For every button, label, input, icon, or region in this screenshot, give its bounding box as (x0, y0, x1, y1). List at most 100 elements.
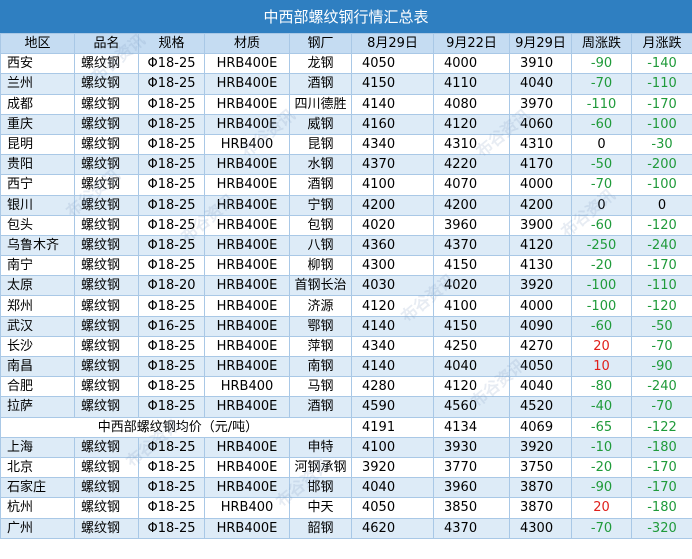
price-aug29-cell: 4040 (351, 477, 434, 499)
region-cell: 银川 (0, 194, 75, 216)
price-sep22-cell: 3770 (433, 456, 510, 479)
price-sep29-cell: 4000 (509, 295, 572, 317)
header-row: 地区 品名 规格 材质 钢厂 8月29日 9月22日 9月29日 周涨跌 月涨跌 (0, 32, 692, 55)
price-sep22-cell: 3930 (433, 436, 510, 458)
monthly-change-cell: -110 (631, 73, 692, 95)
region-cell: 西安 (0, 53, 75, 75)
price-sep29-cell: 3970 (509, 93, 572, 115)
product-cell: 螺纹钢 (74, 53, 139, 75)
price-sep22-cell: 4250 (433, 335, 510, 358)
region-cell: 昆明 (0, 133, 75, 156)
price-aug29-cell: 4280 (351, 376, 434, 398)
header-date-aug29: 8月29日 (351, 32, 434, 55)
table-title: 中西部螺纹钢行情汇总表 (0, 0, 692, 33)
price-sep29-cell: 4300 (509, 517, 572, 539)
material-cell: HRB400E (204, 517, 290, 539)
weekly-change-cell: 0 (571, 133, 632, 156)
region-cell: 西宁 (0, 174, 75, 196)
spec-cell: Φ18-25 (138, 355, 205, 378)
spec-cell: Φ18-25 (138, 93, 205, 115)
price-sep29-cell: 4060 (509, 113, 572, 135)
price-sep22-cell: 3960 (433, 477, 510, 499)
mill-cell: 申特 (289, 436, 352, 458)
mill-cell: 水钢 (289, 154, 352, 176)
material-cell: HRB400E (204, 295, 290, 317)
price-sep22-cell: 4120 (433, 113, 510, 135)
price-sep29-cell: 3870 (509, 497, 572, 519)
price-sep29-cell: 4090 (509, 315, 572, 337)
price-sep22-cell: 4310 (433, 133, 510, 156)
product-cell: 螺纹钢 (74, 295, 139, 317)
price-sep22-cell: 4100 (433, 295, 510, 317)
table-row: 广州 螺纹钢 Φ18-25 HRB400E 韶钢 4620 4370 4300 -70 -320 (0, 517, 692, 539)
price-sep29-cell: 4170 (509, 154, 572, 176)
product-cell: 螺纹钢 (74, 335, 139, 358)
price-sep29-cell: 4000 (509, 174, 572, 196)
material-cell: HRB400 (204, 497, 290, 519)
table-row: 石家庄 螺纹钢 Φ18-25 HRB400E 邯钢 4040 3960 3870 -90 -170 (0, 477, 692, 499)
monthly-change-cell: -100 (631, 174, 692, 196)
product-cell: 螺纹钢 (74, 315, 139, 337)
monthly-change-cell: -110 (631, 275, 692, 297)
monthly-change-cell: -200 (631, 154, 692, 176)
price-sep29-cell: 4310 (509, 133, 572, 156)
mill-cell: 酒钢 (289, 174, 352, 196)
weekly-change-cell: -20 (571, 456, 632, 479)
mill-cell: 包钢 (289, 214, 352, 236)
material-cell: HRB400E (204, 255, 290, 277)
price-sep29-cell: 3910 (509, 53, 572, 75)
price-sep29-cell: 4040 (509, 73, 572, 95)
monthly-change-cell: -170 (631, 93, 692, 115)
spec-cell: Φ18-25 (138, 335, 205, 358)
price-aug29-cell: 4050 (351, 53, 434, 75)
weekly-change-cell: -60 (571, 113, 632, 135)
weekly-change-cell: -250 (571, 234, 632, 257)
region-cell: 重庆 (0, 113, 75, 135)
spec-cell: Φ18-25 (138, 113, 205, 135)
product-cell: 螺纹钢 (74, 477, 139, 499)
price-sep29-cell: 3870 (509, 477, 572, 499)
product-cell: 螺纹钢 (74, 234, 139, 257)
header-monthly-change: 月涨跌 (631, 32, 692, 55)
price-aug29-cell: 4360 (351, 234, 434, 257)
mill-cell: 马钢 (289, 376, 352, 398)
weekly-change-cell: -80 (571, 376, 632, 398)
monthly-change-cell: -140 (631, 53, 692, 75)
product-cell: 螺纹钢 (74, 396, 139, 418)
price-sep29-cell: 4520 (509, 396, 572, 418)
material-cell: HRB400E (204, 477, 290, 499)
spec-cell: Φ18-25 (138, 477, 205, 499)
price-aug29-cell: 4140 (351, 355, 434, 378)
header-weekly-change: 周涨跌 (571, 32, 632, 55)
price-aug29-cell: 4100 (351, 436, 434, 458)
monthly-change-cell: -170 (631, 477, 692, 499)
table-row: 重庆 螺纹钢 Φ18-25 HRB400E 威钢 4160 4120 4060 -60 -100 (0, 113, 692, 135)
price-sep22-cell: 4040 (433, 355, 510, 378)
price-sep29-cell: 3750 (509, 456, 572, 479)
price-sep22-cell: 4560 (433, 396, 510, 418)
price-sep22-cell: 4000 (433, 53, 510, 75)
price-aug29-cell: 4030 (351, 275, 434, 297)
spec-cell: Φ18-25 (138, 376, 205, 398)
product-cell: 螺纹钢 (74, 497, 139, 519)
price-aug29-cell: 4120 (351, 295, 434, 317)
price-sep22-cell: 4070 (433, 174, 510, 196)
weekly-change-cell: -70 (571, 174, 632, 196)
header-material: 材质 (204, 32, 290, 55)
product-cell: 螺纹钢 (74, 154, 139, 176)
material-cell: HRB400E (204, 214, 290, 236)
price-sep29-cell: 4050 (509, 355, 572, 378)
region-cell: 贵阳 (0, 154, 75, 176)
avg-price-sep29-cell: 4069 (509, 416, 572, 438)
price-aug29-cell: 4590 (351, 396, 434, 418)
price-sep29-cell: 4120 (509, 234, 572, 257)
spec-cell: Φ18-25 (138, 214, 205, 236)
weekly-change-cell: -10 (571, 436, 632, 458)
mill-cell: 中天 (289, 497, 352, 519)
mill-cell: 南钢 (289, 355, 352, 378)
region-cell: 北京 (0, 456, 75, 479)
table-row: 拉萨 螺纹钢 Φ18-25 HRB400E 酒钢 4590 4560 4520 -40 -70 (0, 396, 692, 418)
price-sep29-cell: 3900 (509, 214, 572, 236)
price-sep29-cell: 3920 (509, 275, 572, 297)
table-row: 长沙 螺纹钢 Φ18-25 HRB400E 萍钢 4340 4250 4270 20 -70 (0, 335, 692, 358)
